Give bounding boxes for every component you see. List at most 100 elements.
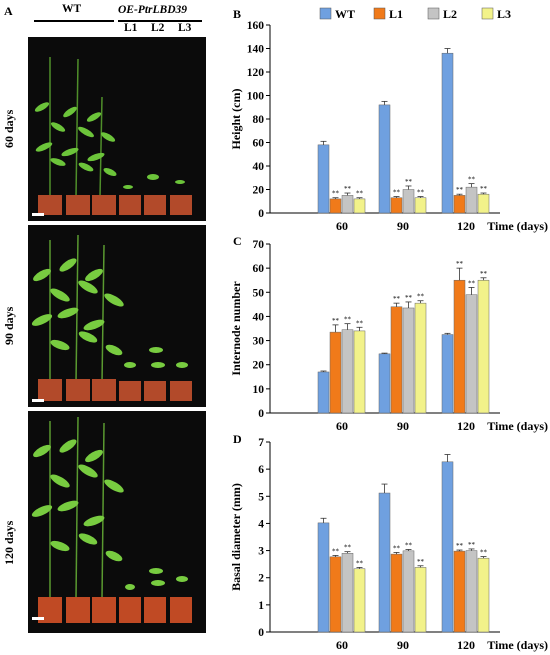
panel-label-d: D (233, 432, 242, 446)
significance-mark: ** (393, 189, 401, 197)
y-tick-label: 10 (253, 384, 265, 396)
photo-header-wt: WT (62, 3, 82, 15)
bar-wt (378, 104, 391, 214)
significance-mark: ** (332, 190, 340, 198)
bar-l1 (453, 195, 466, 214)
x-tick-label: 120 (457, 638, 475, 652)
photo-header-oe: OE-PtrLBD39 (118, 4, 187, 16)
significance-mark: ** (456, 542, 464, 550)
y-tick-label: 50 (253, 287, 265, 299)
bar-l1 (329, 556, 342, 633)
y-tick-label: 2 (258, 573, 264, 585)
plant-photo-90-days (28, 225, 206, 407)
y-tick-label: 3 (258, 546, 264, 558)
significance-mark: ** (344, 544, 352, 552)
bar-wt (317, 371, 330, 414)
significance-mark: ** (393, 295, 401, 303)
legend-label-l3: L3 (497, 7, 511, 21)
significance-mark: ** (417, 293, 425, 301)
x-tick-label: 60 (336, 219, 348, 233)
bar-l2 (341, 553, 354, 633)
y-tick-label: 0 (258, 208, 264, 220)
significance-mark: ** (405, 541, 413, 549)
y-tick-label: 100 (247, 91, 265, 103)
y-tick-label: 60 (253, 263, 265, 275)
y-axis-title: Height (cm) (229, 89, 243, 150)
y-tick-label: 20 (253, 185, 265, 197)
significance-mark: ** (344, 316, 352, 324)
y-tick-label: 0 (258, 408, 264, 420)
significance-mark: ** (356, 559, 364, 567)
x-tick-label: 120 (457, 419, 475, 433)
bar-wt (441, 52, 454, 214)
bar-l1 (329, 198, 342, 214)
bar-l2 (341, 195, 354, 214)
bar-l1 (453, 550, 466, 633)
x-axis-title: Time (days) (487, 219, 548, 233)
bar-l2 (402, 550, 415, 633)
panel-label-c: C (233, 234, 242, 248)
y-tick-label: 80 (253, 114, 265, 126)
y-tick-label: 30 (253, 336, 265, 348)
significance-mark: ** (344, 185, 352, 193)
x-tick-label: 90 (397, 638, 409, 652)
y-tick-label: 20 (253, 360, 265, 372)
plant-photo-60-days (28, 37, 206, 221)
y-tick-label: 160 (247, 20, 265, 32)
photo-header-line-3: L3 (178, 22, 192, 34)
photo-header-line-1: L1 (124, 22, 138, 34)
panel-a-label: A (4, 4, 13, 18)
legend-swatch-wt (319, 7, 332, 20)
bar-l2 (341, 329, 354, 414)
bar-l1 (329, 331, 342, 414)
bar-l1 (453, 279, 466, 414)
bar-wt (317, 522, 330, 633)
height-chart: B 0 20 40 60 80 100 120 140 160 Height (cm) 60 ** ** *… (229, 7, 548, 233)
bar-l3 (414, 567, 427, 633)
significance-mark: ** (405, 294, 413, 302)
significance-mark: ** (393, 544, 401, 552)
y-tick-label: 5 (258, 491, 264, 503)
y-tick-label: 140 (247, 44, 265, 56)
basal-diameter-chart: D 0 1 2 3 4 5 6 7 Basal diameter (mm) 60 ** ** ** 90 **… (229, 432, 548, 652)
bar-l3 (477, 557, 490, 633)
legend-label-l1: L1 (389, 7, 403, 21)
significance-mark: ** (332, 547, 340, 555)
bar-wt (441, 461, 454, 633)
significance-mark: ** (356, 319, 364, 327)
y-tick-label: 40 (253, 311, 265, 323)
y-axis-title: Internode number (229, 281, 243, 376)
panel-label-b: B (233, 7, 241, 21)
significance-mark: ** (356, 190, 364, 198)
significance-mark: ** (468, 279, 476, 287)
y-tick-label: 60 (253, 138, 265, 150)
y-tick-label: 40 (253, 161, 265, 173)
x-tick-label: 90 (397, 219, 409, 233)
bar-l3 (414, 197, 427, 214)
bar-l3 (353, 568, 366, 633)
x-axis-title: Time (days) (487, 638, 548, 652)
plant-photo-60-days-drawing (28, 37, 206, 221)
bar-l3 (353, 330, 366, 414)
x-tick-label: 120 (457, 219, 475, 233)
y-tick-label: 120 (247, 67, 265, 79)
significance-mark: ** (417, 189, 425, 197)
bar-l1 (390, 553, 403, 633)
wt-underline (34, 20, 114, 22)
significance-mark: ** (405, 178, 413, 186)
bar-l3 (414, 302, 427, 414)
significance-mark: ** (456, 260, 464, 268)
legend-label-l2: L2 (443, 7, 457, 21)
oe-underline (118, 20, 202, 22)
y-tick-label: 7 (258, 437, 264, 449)
y-tick-label: 4 (258, 518, 264, 530)
bar-l2 (402, 189, 415, 214)
significance-mark: ** (480, 549, 488, 557)
bar-wt (317, 144, 330, 214)
significance-mark: ** (480, 185, 488, 193)
chart-legend: WT L1 L2 L3 (319, 7, 511, 21)
x-tick-label: 90 (397, 419, 409, 433)
bar-l1 (390, 306, 403, 414)
y-axis-title: Basal diameter (mm) (229, 483, 243, 591)
